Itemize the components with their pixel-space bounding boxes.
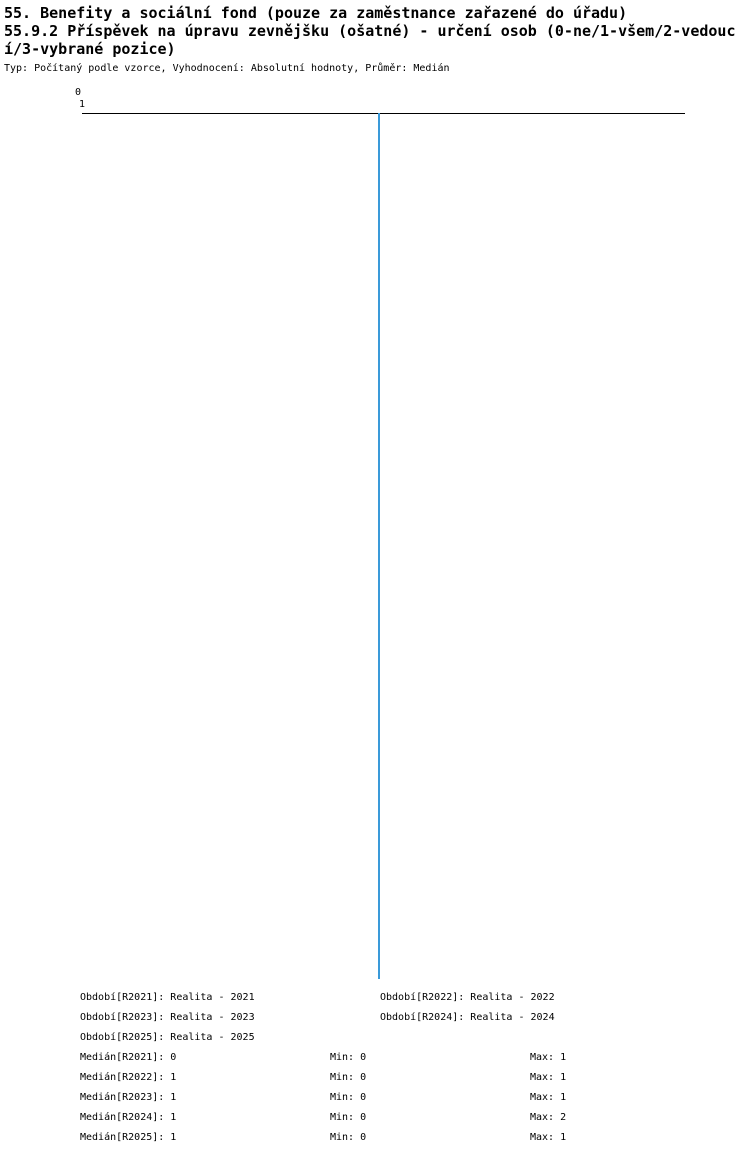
stats-row-r2025: Medián[R2025]: 1 Min: 0 Max: 1 xyxy=(0,1132,750,1146)
legend-row-1: Období[R2021]: Realita - 2021 Období[R20… xyxy=(0,992,750,1006)
stats-row-r2021: Medián[R2021]: 0 Min: 0 Max: 1 xyxy=(0,1052,750,1066)
min-r2023: Min: 0 xyxy=(330,1092,367,1103)
legend-period-r2024: Období[R2024]: Realita - 2024 xyxy=(380,1012,555,1023)
legend-period-r2025: Období[R2025]: Realita - 2025 xyxy=(80,1032,255,1043)
legend-period-r2023: Období[R2023]: Realita - 2023 xyxy=(80,1012,255,1023)
median-r2021: Medián[R2021]: 0 xyxy=(80,1052,177,1063)
stats-row-r2022: Medián[R2022]: 1 Min: 0 Max: 1 xyxy=(0,1072,750,1086)
legend-row-3: Období[R2025]: Realita - 2025 xyxy=(0,1032,750,1046)
max-r2024: Max: 2 xyxy=(530,1112,567,1123)
min-r2025: Min: 0 xyxy=(330,1132,367,1143)
legend-period-r2021: Období[R2021]: Realita - 2021 xyxy=(80,992,255,1003)
max-r2022: Max: 1 xyxy=(530,1072,567,1083)
min-r2024: Min: 0 xyxy=(330,1112,367,1123)
x-axis-label-zero: 0 xyxy=(75,87,82,98)
median-r2024: Medián[R2024]: 1 xyxy=(80,1112,177,1123)
x-axis-label-one: 1 xyxy=(79,99,86,110)
chart-title-line3: í/3-vybrané pozice) xyxy=(4,40,176,58)
legend-row-2: Období[R2023]: Realita - 2023 Období[R20… xyxy=(0,1012,750,1026)
max-r2021: Max: 1 xyxy=(530,1052,567,1063)
stats-row-r2023: Medián[R2023]: 1 Min: 0 Max: 1 xyxy=(0,1092,750,1106)
min-r2021: Min: 0 xyxy=(330,1052,367,1063)
axis-top-line xyxy=(82,113,685,114)
min-r2022: Min: 0 xyxy=(330,1072,367,1083)
max-r2025: Max: 1 xyxy=(530,1132,567,1143)
legend-period-r2022: Období[R2022]: Realita - 2022 xyxy=(380,992,555,1003)
stats-row-r2024: Medián[R2024]: 1 Min: 0 Max: 2 xyxy=(0,1112,750,1126)
median-r2023: Medián[R2023]: 1 xyxy=(80,1092,177,1103)
median-r2025: Medián[R2025]: 1 xyxy=(80,1132,177,1143)
median-r2022: Medián[R2022]: 1 xyxy=(80,1072,177,1083)
horizontal-bar-chart xyxy=(0,113,750,979)
chart-title-line1: 55. Benefity a sociální fond (pouze za z… xyxy=(4,4,628,22)
max-r2023: Max: 1 xyxy=(530,1092,567,1103)
chart-title-line2: 55.9.2 Příspěvek na úpravu zevnějšku (oš… xyxy=(4,22,736,40)
chart-subtitle: Typ: Počítaný podle vzorce, Vyhodnocení:… xyxy=(4,63,450,74)
median-reference-line xyxy=(378,113,380,979)
